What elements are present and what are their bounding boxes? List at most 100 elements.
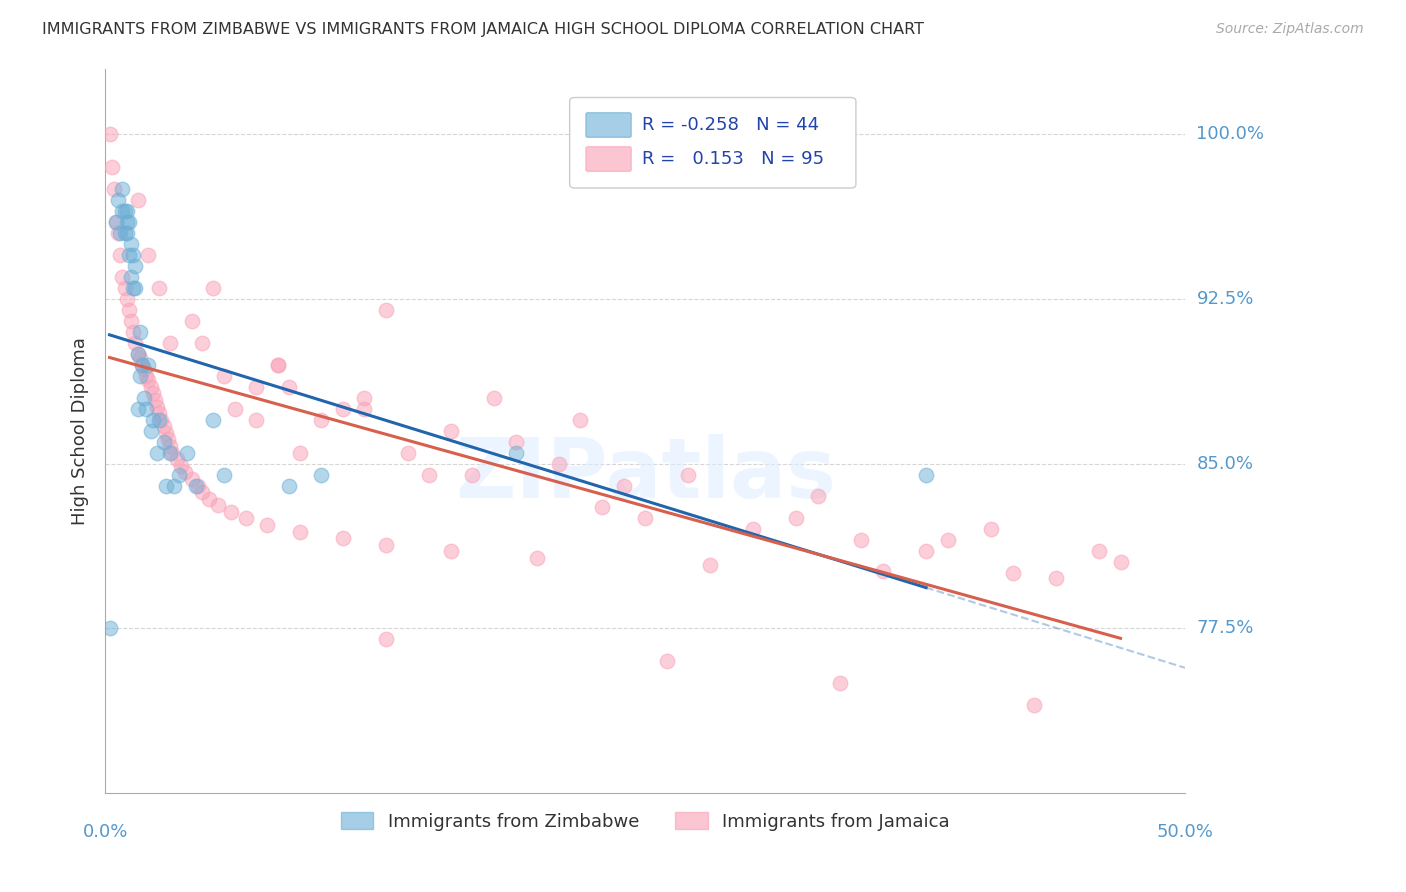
Point bbox=[353, 391, 375, 405]
Point bbox=[163, 478, 186, 492]
Point bbox=[122, 248, 145, 262]
Point bbox=[655, 654, 678, 668]
Point bbox=[142, 412, 165, 426]
Point bbox=[167, 467, 190, 482]
Point bbox=[440, 544, 463, 558]
Point bbox=[156, 433, 179, 447]
Point bbox=[191, 335, 214, 350]
Point bbox=[150, 412, 173, 426]
Point bbox=[202, 281, 225, 295]
Point bbox=[107, 193, 129, 207]
Point bbox=[124, 335, 146, 350]
Point bbox=[212, 368, 235, 383]
Point bbox=[120, 314, 142, 328]
Point bbox=[219, 505, 242, 519]
Point bbox=[256, 518, 278, 533]
Point bbox=[148, 406, 170, 420]
Point bbox=[245, 412, 267, 426]
Point bbox=[115, 226, 138, 240]
FancyBboxPatch shape bbox=[569, 97, 856, 188]
Point bbox=[482, 391, 505, 405]
Text: 0.0%: 0.0% bbox=[83, 823, 128, 841]
Point bbox=[111, 204, 134, 219]
Point bbox=[127, 347, 149, 361]
Point bbox=[613, 478, 636, 492]
Point bbox=[207, 498, 229, 512]
Point bbox=[118, 248, 141, 262]
Point bbox=[678, 467, 700, 482]
Point bbox=[115, 292, 138, 306]
Point bbox=[127, 193, 149, 207]
Point bbox=[267, 358, 290, 372]
Point bbox=[139, 424, 162, 438]
Point bbox=[120, 270, 142, 285]
Point bbox=[851, 533, 873, 548]
Point bbox=[159, 335, 181, 350]
Point bbox=[187, 478, 209, 492]
Point bbox=[122, 281, 145, 295]
Point bbox=[138, 373, 160, 387]
Point bbox=[353, 401, 375, 416]
Text: 100.0%: 100.0% bbox=[1197, 126, 1264, 144]
Point bbox=[224, 401, 246, 416]
Point bbox=[110, 248, 132, 262]
Point bbox=[160, 445, 183, 459]
Point bbox=[110, 226, 132, 240]
Point bbox=[174, 466, 197, 480]
Point bbox=[872, 564, 894, 578]
Point bbox=[120, 237, 142, 252]
FancyBboxPatch shape bbox=[586, 112, 631, 137]
Point bbox=[505, 434, 527, 449]
Point bbox=[100, 161, 122, 175]
Point bbox=[176, 445, 198, 459]
Point bbox=[288, 445, 311, 459]
Point bbox=[591, 500, 613, 515]
Point bbox=[277, 380, 299, 394]
Point bbox=[915, 544, 938, 558]
Point bbox=[115, 215, 138, 229]
Point bbox=[142, 386, 165, 401]
Point bbox=[127, 401, 149, 416]
Point bbox=[198, 491, 221, 506]
Point bbox=[148, 412, 170, 426]
Point bbox=[114, 281, 136, 295]
Point bbox=[131, 358, 153, 372]
Text: Source: ZipAtlas.com: Source: ZipAtlas.com bbox=[1216, 22, 1364, 37]
Text: 77.5%: 77.5% bbox=[1197, 619, 1254, 637]
Point bbox=[526, 550, 548, 565]
Point bbox=[1109, 555, 1132, 569]
Point bbox=[148, 281, 170, 295]
Point bbox=[505, 445, 527, 459]
Point bbox=[127, 347, 149, 361]
Point bbox=[245, 380, 267, 394]
Point bbox=[375, 538, 398, 552]
Point bbox=[936, 533, 959, 548]
Point bbox=[166, 452, 188, 467]
Point bbox=[191, 485, 214, 500]
Point bbox=[103, 182, 125, 196]
Text: ZIPatlas: ZIPatlas bbox=[454, 434, 835, 515]
Point bbox=[105, 215, 128, 229]
Point bbox=[1045, 571, 1067, 585]
Point bbox=[699, 558, 721, 572]
Point bbox=[547, 457, 569, 471]
Point bbox=[135, 368, 157, 383]
Point bbox=[152, 419, 174, 434]
Y-axis label: High School Diploma: High School Diploma bbox=[72, 336, 89, 524]
Point bbox=[146, 445, 169, 459]
Point bbox=[118, 302, 141, 317]
Point bbox=[569, 412, 592, 426]
Point bbox=[1088, 544, 1111, 558]
Point bbox=[138, 358, 160, 372]
Point bbox=[118, 215, 141, 229]
Point bbox=[107, 226, 129, 240]
Point bbox=[375, 302, 398, 317]
Point bbox=[146, 400, 169, 414]
Point bbox=[915, 467, 938, 482]
Point bbox=[267, 358, 290, 372]
Text: IMMIGRANTS FROM ZIMBABWE VS IMMIGRANTS FROM JAMAICA HIGH SCHOOL DIPLOMA CORRELAT: IMMIGRANTS FROM ZIMBABWE VS IMMIGRANTS F… bbox=[42, 22, 924, 37]
Point bbox=[152, 434, 174, 449]
Point bbox=[98, 621, 121, 635]
Point bbox=[202, 412, 225, 426]
Point bbox=[128, 325, 150, 339]
